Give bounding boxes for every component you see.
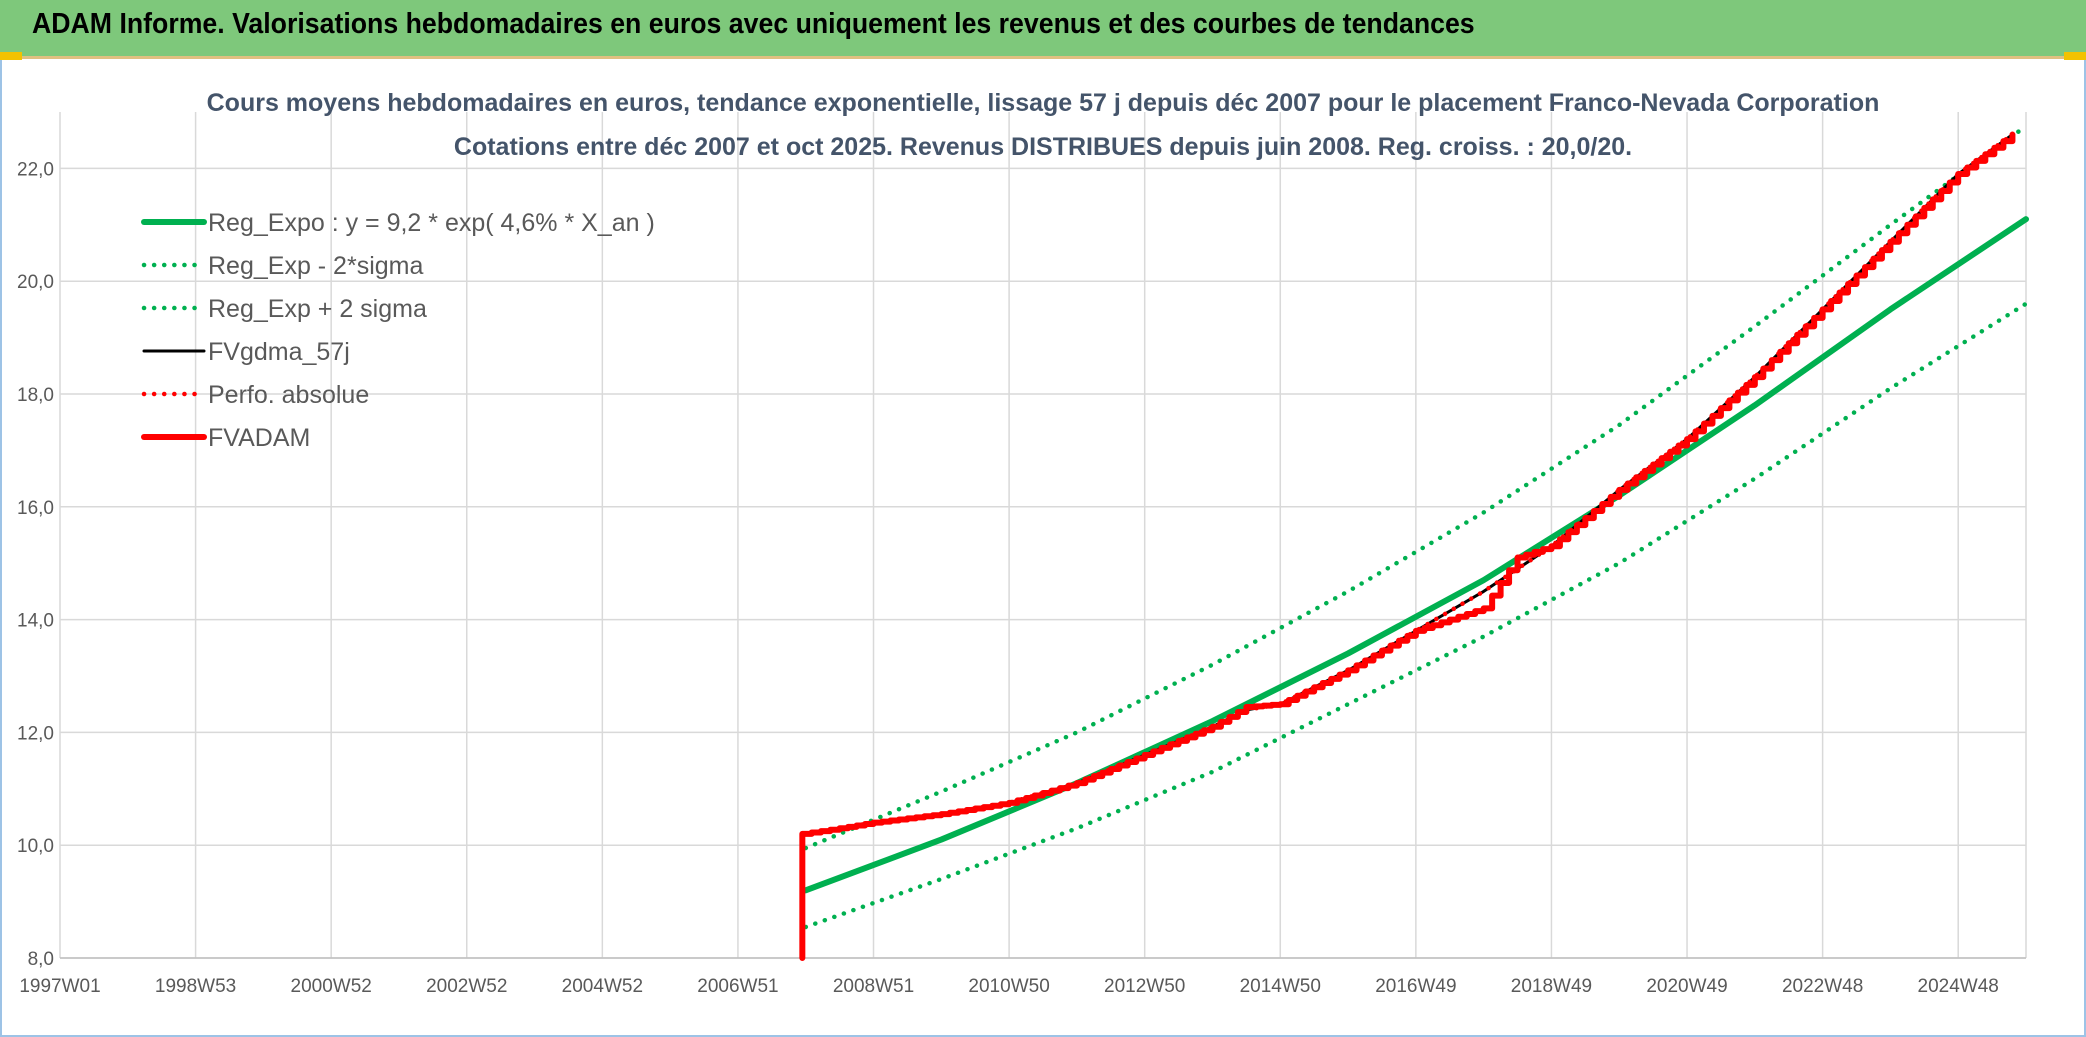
corner-marker-right bbox=[2064, 52, 2086, 60]
y-tick-label: 12,0 bbox=[17, 723, 54, 744]
x-tick-label: 2000W52 bbox=[291, 976, 372, 997]
legend-label-3: FVgdma_57j bbox=[208, 338, 350, 366]
x-tick-label: 2022W48 bbox=[1782, 976, 1863, 997]
series-line-2 bbox=[803, 123, 2029, 851]
chart: Cours moyens hebdomadaires en euros, ten… bbox=[17, 89, 2029, 997]
chart-legend: Reg_Expo : y = 9,2 * exp( 4,6% * X_an ) R… bbox=[141, 209, 655, 452]
x-axis-ticks: 1997W01 1998W53 2000W52 2002W52 2004W52 2006W… bbox=[19, 976, 1999, 997]
legend-label-1: Reg_Exp - 2*sigma bbox=[208, 252, 423, 280]
report-header: ADAM Informe. Valorisations hebdomadaire… bbox=[0, 0, 2086, 59]
chart-grid bbox=[59, 112, 2027, 959]
chart-title: Cours moyens hebdomadaires en euros, ten… bbox=[207, 89, 1880, 117]
legend-label-5: FVADAM bbox=[208, 424, 310, 452]
corner-marker-left bbox=[0, 52, 22, 60]
y-axis-ticks: 8,0 10,0 12,0 14,0 16,0 18,0 20,0 22,0 bbox=[17, 159, 54, 970]
report-title: ADAM Informe. Valorisations hebdomadaire… bbox=[32, 8, 1475, 40]
x-tick-label: 2004W52 bbox=[562, 976, 643, 997]
x-tick-label: 2016W49 bbox=[1375, 976, 1456, 997]
y-tick-label: 20,0 bbox=[17, 272, 54, 293]
y-tick-label: 16,0 bbox=[17, 498, 54, 519]
chart-subtitle: Cotations entre déc 2007 et oct 2025. Re… bbox=[454, 133, 1632, 161]
x-tick-label: 2002W52 bbox=[426, 976, 507, 997]
y-tick-label: 8,0 bbox=[28, 949, 54, 970]
chart-series bbox=[799, 123, 2029, 961]
x-tick-label: 1998W53 bbox=[155, 976, 236, 997]
series-line-4 bbox=[800, 132, 2015, 837]
y-tick-label: 22,0 bbox=[17, 159, 54, 180]
x-tick-label: 2020W49 bbox=[1646, 976, 1727, 997]
x-tick-label: 1997W01 bbox=[19, 976, 100, 997]
x-tick-label: 2012W50 bbox=[1104, 976, 1185, 997]
x-tick-label: 2024W48 bbox=[1918, 976, 1999, 997]
series-line-5 bbox=[799, 131, 2016, 961]
y-tick-label: 14,0 bbox=[17, 611, 54, 632]
x-tick-label: 2018W49 bbox=[1511, 976, 1592, 997]
y-tick-label: 10,0 bbox=[17, 836, 54, 857]
x-tick-label: 2008W51 bbox=[833, 976, 914, 997]
y-tick-label: 18,0 bbox=[17, 385, 54, 406]
series-line-3 bbox=[800, 133, 2014, 836]
legend-label-0: Reg_Expo : y = 9,2 * exp( 4,6% * X_an ) bbox=[208, 209, 655, 237]
x-tick-label: 2010W50 bbox=[968, 976, 1049, 997]
series-line-0 bbox=[802, 216, 2029, 894]
x-tick-label: 2006W51 bbox=[697, 976, 778, 997]
legend-label-2: Reg_Exp + 2 sigma bbox=[208, 295, 427, 323]
x-tick-label: 2014W50 bbox=[1240, 976, 1321, 997]
legend-label-4: Perfo. absolue bbox=[208, 381, 369, 409]
